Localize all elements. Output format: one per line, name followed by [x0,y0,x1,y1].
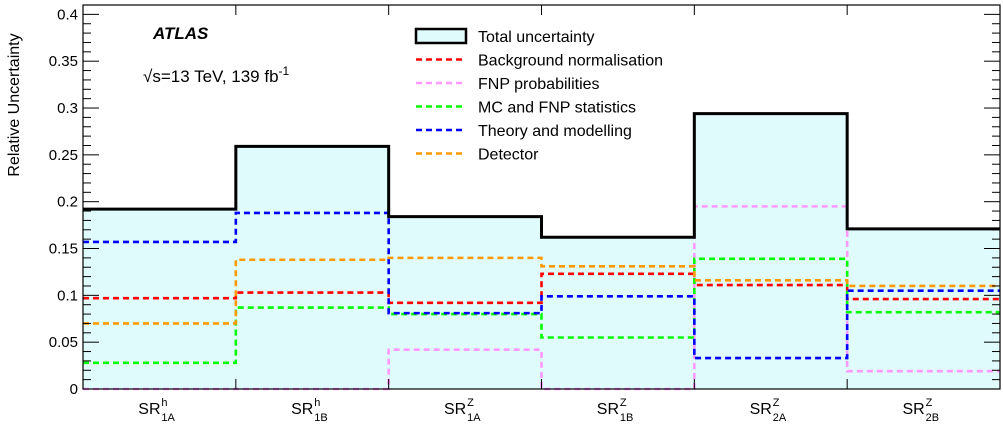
legend-label: Theory and modelling [478,123,632,140]
legend-label: Total uncertainty [478,29,595,46]
energy-label: √s=13 TeV, 139 fb-1 [143,64,290,86]
mc-and-fnp-statistics-line [83,257,1000,365]
y-tick-label: 0.2 [57,194,78,211]
x-tick-label-srz1b: SR Z 1B [597,397,634,424]
y-tick-label: 0 [70,381,78,398]
x-tick-label-sub: 2B [926,412,939,424]
x-tick-label-srh1a: SR h 1A [138,397,175,424]
legend: Total uncertainty Background normalisatio… [414,27,663,164]
legend-label: Detector [478,147,539,164]
y-tick-label: 0.35 [49,53,78,70]
x-tick-label-base: SR [902,401,924,418]
legend-label: MC and FNP statistics [478,100,636,117]
y-tick-label: 0.1 [57,287,78,304]
x-tick-label-sup: h [161,397,167,409]
x-tick-label-base: SR [444,401,466,418]
detector-line [83,256,1000,325]
total-uncertainty-fill [83,113,1000,389]
y-axis-label: Relative Uncertainty [6,33,23,176]
x-tick-label-sup: h [314,397,320,409]
lumi-superscript: -1 [279,64,290,78]
y-tick-label: 0.05 [49,334,78,351]
x-tick-label-sub: 1A [161,412,175,424]
x-tick-label-sup: Z [620,397,627,409]
legend-swatch [414,27,468,45]
legend-label: FNP probabilities [478,76,600,93]
legend-entry-background-normalisation: Background normalisation [416,53,663,70]
legend-label: Background normalisation [478,53,663,70]
theory-and-modelling-line [83,211,1000,360]
y-tick-label: 0.25 [49,147,78,164]
energy-text: s=13 TeV, 139 fb [152,67,278,86]
x-tick-label-sup: Z [926,397,933,409]
x-tick-label-sup: Z [467,397,474,409]
y-tick-label: 0.3 [57,100,78,117]
legend-entry-mc-and-fnp-statistics: MC and FNP statistics [416,100,636,117]
atlas-label: ATLAS [152,24,209,43]
legend-entry-fnp-probabilities: FNP probabilities [416,76,600,93]
total-uncertainty-line [83,112,1000,239]
y-tick-label: 0.15 [49,241,78,258]
sqrt-symbol: √ [143,67,153,86]
atlas-annotation: ATLAS √s=13 TeV, 139 fb-1 [143,24,290,86]
x-tick-label-base: SR [138,401,160,418]
x-tick-label-base: SR [597,401,619,418]
x-tick-label-srz2a: SR Z 2A [750,397,787,424]
x-tick-label-srh1b: SR h 1B [291,397,328,424]
x-tick-label-srz2b: SR Z 2B [902,397,939,424]
legend-entry-theory-and-modelling: Theory and modelling [416,123,632,140]
x-tick-label-base: SR [291,401,313,418]
legend-entry-total-uncertainty: Total uncertainty [414,27,595,46]
background-normalisation-line [83,272,1000,305]
x-tick-label-sub: 2A [773,412,787,424]
y-tick-label: 0.4 [57,6,78,23]
x-tick-label-sub: 1B [314,412,327,424]
x-tick-label-sub: 1A [467,412,481,424]
x-tick-label-base: SR [750,401,772,418]
legend-entry-detector: Detector [416,147,539,164]
x-tick-label-srz1a: SR Z 1A [444,397,481,424]
x-tick-label-sub: 1B [620,412,633,424]
x-tick-label-sup: Z [773,397,780,409]
